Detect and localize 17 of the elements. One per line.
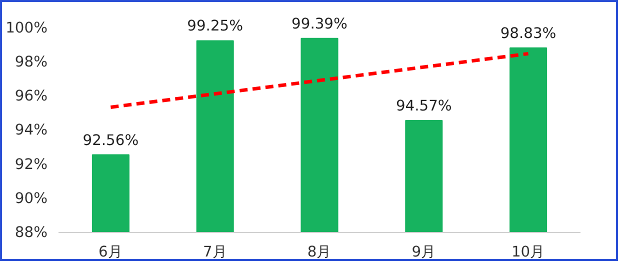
y-tick-label: 88% — [14, 224, 48, 241]
data-label: 92.56% — [82, 132, 139, 149]
y-tick-label: 100% — [6, 19, 48, 36]
x-tick-label: 7月 — [202, 244, 228, 260]
x-tick-label: 10月 — [511, 244, 546, 260]
y-tick-label: 90% — [14, 190, 48, 207]
y-tick-label: 92% — [14, 156, 48, 173]
x-tick-label: 8月 — [307, 244, 332, 260]
x-tick-label: 9月 — [412, 244, 436, 260]
data-label: 99.39% — [292, 15, 348, 32]
y-tick-label: 96% — [14, 88, 48, 105]
data-label: 99.25% — [187, 18, 244, 35]
y-tick-label: 94% — [14, 122, 48, 139]
data-label: 94.57% — [396, 98, 452, 114]
data-label: 98.83% — [500, 24, 556, 42]
y-tick-label: 98% — [14, 54, 48, 71]
x-tick-label: 6月 — [98, 244, 123, 260]
